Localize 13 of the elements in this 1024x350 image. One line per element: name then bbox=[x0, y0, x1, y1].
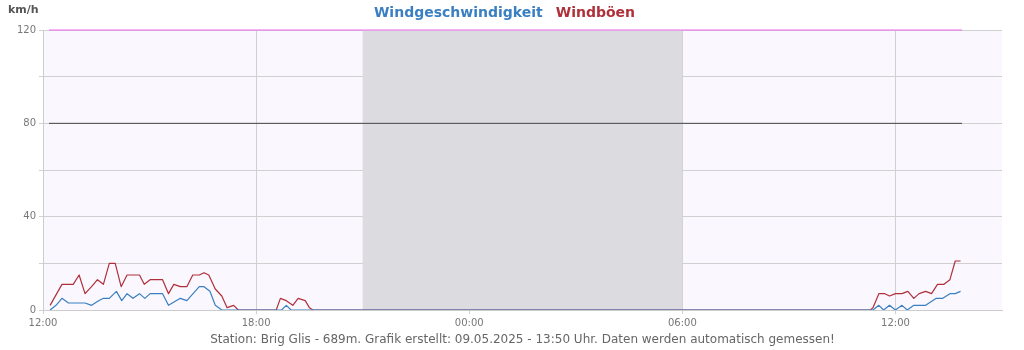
text: Windgeschwindigkeit bbox=[373, 3, 544, 20]
y-axis-title: km/h bbox=[8, 2, 39, 16]
y-tick-label: 0 bbox=[29, 303, 36, 315]
text: Station: Brig Glis - 689m. Grafik erstellt: 09.05.2025 - 13:50 Uhr. Daten werden automatisch gemessen! bbox=[210, 332, 835, 347]
x-tick-label: 00:00 bbox=[454, 316, 484, 328]
x-tick-label: 06:00 bbox=[667, 316, 697, 328]
x-tick-label: 12:00 bbox=[881, 316, 910, 328]
y-tick-label: 120 bbox=[16, 23, 36, 35]
x-tick-label: 12:00 bbox=[28, 316, 58, 328]
y-tick-label: 40 bbox=[23, 210, 36, 222]
y-tick-label: 80 bbox=[23, 116, 36, 128]
x-tick-label: 18:00 bbox=[241, 316, 271, 328]
text: Windböen bbox=[555, 3, 636, 20]
